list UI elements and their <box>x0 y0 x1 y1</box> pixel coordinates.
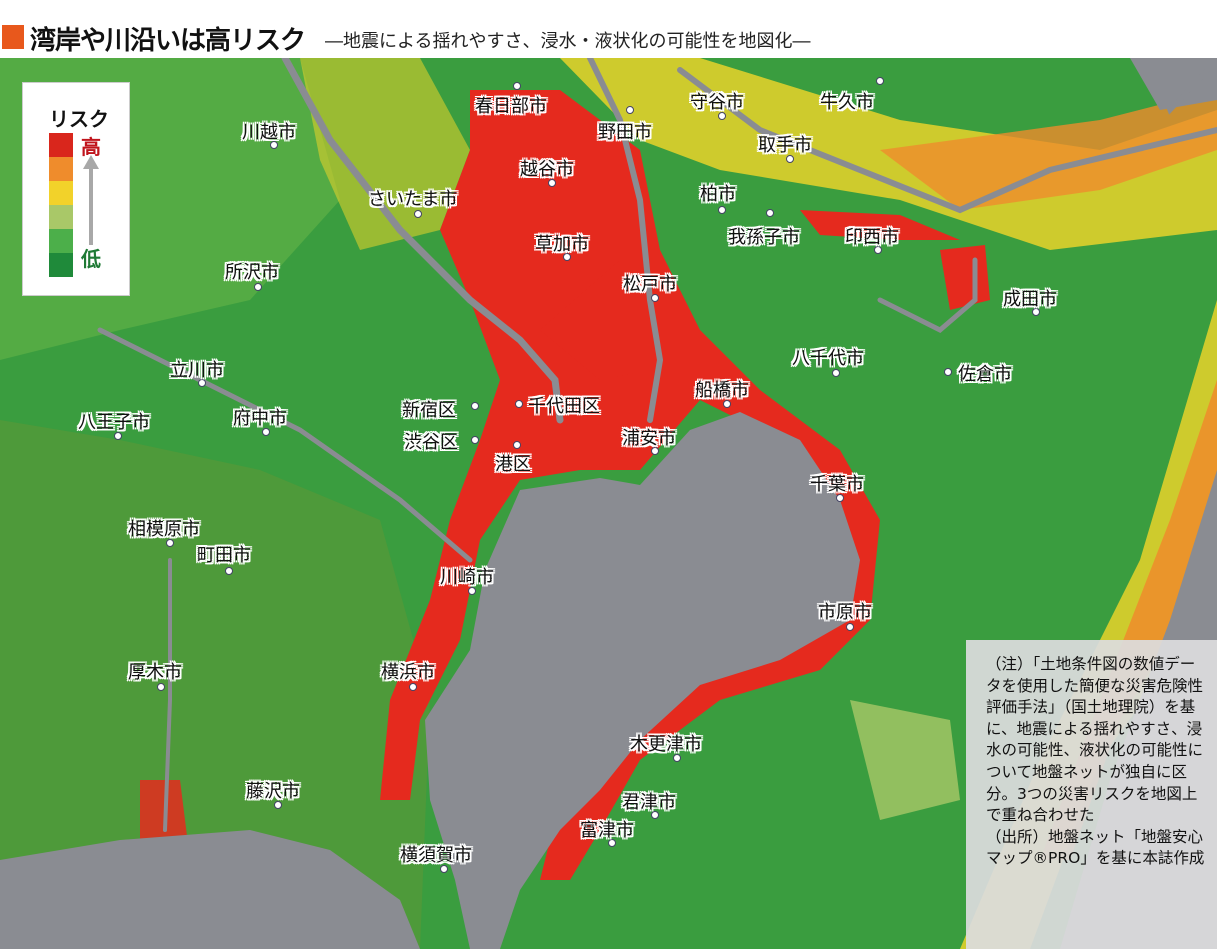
legend-title: リスク <box>49 107 109 131</box>
city-marker <box>468 587 476 595</box>
city-label: 新宿区 <box>402 400 456 421</box>
city-marker <box>513 82 521 90</box>
city-label: 草加市 <box>535 234 589 255</box>
legend-swatch-level-2 <box>49 229 73 253</box>
city-marker <box>414 210 422 218</box>
city-marker <box>270 141 278 149</box>
city-marker <box>718 206 726 214</box>
risk-legend: リスク 高 低 <box>22 82 130 296</box>
city-label: 市原市 <box>818 602 872 623</box>
city-label: 藤沢市 <box>246 781 300 802</box>
city-label: 柏市 <box>700 184 736 205</box>
source-text: （出所）地盤ネット「地盤安心マップ®PRO」を基に本誌作成 <box>986 827 1205 868</box>
legend-low-label: 低 <box>81 247 101 271</box>
city-label: 府中市 <box>233 408 287 429</box>
city-label: 町田市 <box>197 545 251 566</box>
city-label: 越谷市 <box>520 159 574 180</box>
legend-swatch-level-1 <box>49 253 73 277</box>
city-marker <box>1032 308 1040 316</box>
city-label: さいたま市 <box>368 189 458 210</box>
city-marker <box>274 801 282 809</box>
city-label: 八王子市 <box>78 412 150 433</box>
city-marker <box>876 77 884 85</box>
city-label: 野田市 <box>598 122 652 143</box>
map-subtitle: ―地震による揺れやすさ、浸水・液状化の可能性を地図化― <box>325 31 811 52</box>
city-marker <box>836 494 844 502</box>
city-marker <box>651 447 659 455</box>
note-box: （注）「土地条件図の数値データを使用した簡便な災害危険性評価手法」（国土地理院）… <box>966 640 1217 949</box>
city-marker <box>563 253 571 261</box>
city-label: 君津市 <box>622 792 676 813</box>
city-label: 千代田区 <box>528 396 600 417</box>
city-marker <box>846 623 854 631</box>
title-marker <box>2 25 24 49</box>
city-label: 守谷市 <box>690 92 744 113</box>
city-marker <box>718 112 726 120</box>
note-text: （注）「土地条件図の数値データを使用した簡便な災害危険性評価手法」（国土地理院）… <box>986 655 1204 825</box>
city-label: 渋谷区 <box>404 432 458 453</box>
city-label: 松戸市 <box>623 274 677 295</box>
city-label: 港区 <box>495 454 531 475</box>
city-label: 厚木市 <box>128 662 182 683</box>
city-marker <box>832 369 840 377</box>
city-marker <box>944 368 952 376</box>
city-label: 八千代市 <box>792 348 864 369</box>
city-label: 成田市 <box>1003 289 1057 310</box>
city-marker <box>874 246 882 254</box>
city-marker <box>262 428 270 436</box>
city-marker <box>513 441 521 449</box>
city-label: 富津市 <box>580 820 634 841</box>
city-label: 立川市 <box>170 360 224 381</box>
city-marker <box>548 179 556 187</box>
city-marker <box>766 209 774 217</box>
legend-arrow <box>89 161 93 245</box>
city-marker <box>198 379 206 387</box>
city-label: 川越市 <box>242 122 296 143</box>
city-marker <box>157 683 165 691</box>
legend-swatch-level-3 <box>49 205 73 229</box>
city-label: 取手市 <box>758 135 812 156</box>
city-marker <box>651 811 659 819</box>
city-marker <box>515 400 523 408</box>
city-marker <box>723 400 731 408</box>
city-label: 横須賀市 <box>400 845 472 866</box>
legend-swatch-level-4 <box>49 181 73 205</box>
city-label: 我孫子市 <box>728 227 800 248</box>
city-label: 牛久市 <box>820 92 874 113</box>
city-marker <box>254 283 262 291</box>
map-title: 湾岸や川沿いは高リスク <box>30 26 306 56</box>
city-label: 木更津市 <box>630 734 702 755</box>
city-marker <box>409 683 417 691</box>
city-marker <box>608 839 616 847</box>
city-marker <box>440 865 448 873</box>
city-marker <box>471 402 479 410</box>
city-label: 横浜市 <box>381 662 435 683</box>
city-label: 浦安市 <box>622 428 676 449</box>
legend-swatch-level-5 <box>49 157 73 181</box>
city-marker <box>673 754 681 762</box>
city-label: 千葉市 <box>810 474 864 495</box>
city-label: 春日部市 <box>475 96 547 117</box>
city-label: 佐倉市 <box>958 364 1012 385</box>
legend-high-label: 高 <box>81 135 101 159</box>
legend-swatch-level-6 <box>49 133 73 157</box>
city-label: 所沢市 <box>225 262 279 283</box>
city-marker <box>225 567 233 575</box>
city-marker <box>114 432 122 440</box>
city-label: 相模原市 <box>128 519 200 540</box>
city-marker <box>786 155 794 163</box>
title-bar: 湾岸や川沿いは高リスク ―地震による揺れやすさ、浸水・液状化の可能性を地図化― <box>0 0 1217 58</box>
city-label: 船橋市 <box>695 380 749 401</box>
city-marker <box>166 539 174 547</box>
city-label: 印西市 <box>845 227 899 248</box>
city-marker <box>471 436 479 444</box>
city-marker <box>626 106 634 114</box>
city-marker <box>651 294 659 302</box>
city-label: 川崎市 <box>440 567 494 588</box>
